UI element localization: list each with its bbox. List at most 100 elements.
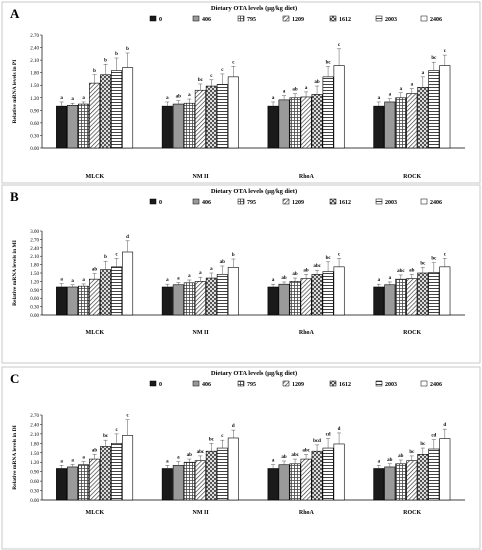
significance-letter: cd xyxy=(431,434,436,439)
significance-letter: a xyxy=(166,459,169,464)
significance-letter: d xyxy=(338,427,341,432)
y-tick-label: 0.00 xyxy=(30,147,39,152)
bar-nmii-2003 xyxy=(216,84,228,149)
y-tick-label: 1.20 xyxy=(30,97,39,102)
significance-letter: abc xyxy=(197,450,205,455)
category-label: MLCK xyxy=(86,330,105,336)
legend-label: 2406 xyxy=(430,200,442,206)
significance-letter: ab xyxy=(398,454,404,459)
legend-swatch xyxy=(282,15,290,22)
bar-rhoa-1209 xyxy=(300,278,312,316)
significance-letter: bc xyxy=(431,257,437,262)
bar-rock-1209 xyxy=(406,460,418,501)
bar-rhoa-406 xyxy=(278,99,290,149)
significance-letter: a xyxy=(199,271,202,276)
y-tick-label: 2.70 xyxy=(30,34,39,39)
significance-letter: b xyxy=(115,52,118,57)
legend-label: 2406 xyxy=(430,17,442,23)
legend-swatch xyxy=(192,15,200,22)
y-tick-label: 2.10 xyxy=(30,255,39,260)
significance-letter: a xyxy=(272,96,275,101)
bar-mlck-2406 xyxy=(122,435,134,501)
bar-rhoa-0 xyxy=(267,286,279,316)
category-label: MLCK xyxy=(86,174,105,180)
y-tick-label: 0.30 xyxy=(30,306,39,311)
bar-nmii-1209 xyxy=(194,89,206,149)
bar-nmii-406 xyxy=(172,465,184,501)
y-tick-label: 1.50 xyxy=(30,452,39,457)
bar-mlck-406 xyxy=(67,466,79,501)
category-label: ROCK xyxy=(403,510,421,516)
bar-mlck-406 xyxy=(67,286,79,316)
significance-letter: a xyxy=(188,93,191,98)
y-tick-label: 2.70 xyxy=(30,238,39,243)
legend-entry-1612: 1612 xyxy=(329,198,351,206)
significance-letter: a xyxy=(188,274,191,279)
bar-rock-406 xyxy=(384,284,396,316)
legend-label: 2003 xyxy=(385,200,397,206)
y-tick-label: 0.00 xyxy=(30,314,39,319)
significance-letter: ab xyxy=(387,458,393,463)
bar-rhoa-795 xyxy=(289,281,301,316)
legend-label: 2003 xyxy=(385,382,397,388)
bar-nmii-1612 xyxy=(205,277,217,316)
significance-letter: d xyxy=(443,423,446,428)
bar-rhoa-795 xyxy=(289,463,301,501)
legend-swatch xyxy=(149,198,157,205)
y-tick-label: 2.40 xyxy=(30,47,39,52)
significance-letter: bc xyxy=(409,450,415,455)
significance-letter: bc xyxy=(103,434,109,439)
bar-nmii-2406 xyxy=(227,76,239,149)
bar-rock-2003 xyxy=(428,272,440,316)
panel-letter: B xyxy=(10,189,19,204)
legend-entry-2003: 2003 xyxy=(375,198,397,206)
y-tick-label: 0.00 xyxy=(30,499,39,504)
legend-label: 1209 xyxy=(292,382,304,388)
bar-mlck-1612 xyxy=(100,74,112,149)
y-tick-label: 1.20 xyxy=(30,280,39,285)
significance-letter: a xyxy=(389,93,392,98)
bar-rhoa-2406 xyxy=(333,65,345,149)
bar-nmii-0 xyxy=(161,105,173,149)
bar-nmii-0 xyxy=(161,286,173,316)
bar-mlck-1209 xyxy=(89,278,101,316)
legend-title: Dietary OTA levels (μg/kg diet) xyxy=(211,188,297,195)
legend-label: 406 xyxy=(202,17,211,23)
significance-letter: a xyxy=(272,459,275,464)
legend-swatch xyxy=(282,380,290,387)
bar-nmii-795 xyxy=(183,282,195,316)
significance-letter: ab xyxy=(292,88,298,93)
bar-rock-406 xyxy=(384,101,396,149)
y-tick-label: 0.30 xyxy=(30,134,39,139)
legend-entry-795: 795 xyxy=(237,15,256,23)
legend-entry-2406: 2406 xyxy=(420,380,442,388)
legend-entry-406: 406 xyxy=(192,15,211,23)
significance-letter: a xyxy=(210,267,213,272)
bar-nmii-1209 xyxy=(194,460,206,501)
significance-letter: c xyxy=(115,252,118,257)
legend-label: 2003 xyxy=(385,17,397,23)
significance-letter: ab xyxy=(303,268,309,273)
significance-letter: bc xyxy=(420,261,426,266)
legend-label: 1209 xyxy=(292,200,304,206)
bar-nmii-2003 xyxy=(216,447,228,501)
legend-entry-0: 0 xyxy=(149,198,162,206)
significance-letter: a xyxy=(177,277,180,282)
significance-letter: a xyxy=(305,86,308,91)
panel-frame xyxy=(1,366,481,550)
significance-letter: a xyxy=(60,278,63,283)
y-tick-label: 0.90 xyxy=(30,471,39,476)
significance-letter: ab xyxy=(281,455,287,460)
legend-entry-2406: 2406 xyxy=(420,198,442,206)
significance-letter: a xyxy=(166,96,169,101)
y-axis-label: Relative mRNA levels in MI xyxy=(12,240,18,306)
legend-title: Dietary OTA levels (μg/kg diet) xyxy=(211,370,297,377)
bar-rhoa-2003 xyxy=(322,76,334,149)
legend-label: 406 xyxy=(202,382,211,388)
significance-letter: c xyxy=(232,60,235,65)
legend-title: Dietary OTA levels (μg/kg diet) xyxy=(211,5,297,12)
legend-label: 0 xyxy=(159,17,162,23)
y-tick-label: 1.50 xyxy=(30,272,39,277)
significance-letter: ab xyxy=(92,268,98,273)
significance-letter: ab xyxy=(292,272,298,277)
